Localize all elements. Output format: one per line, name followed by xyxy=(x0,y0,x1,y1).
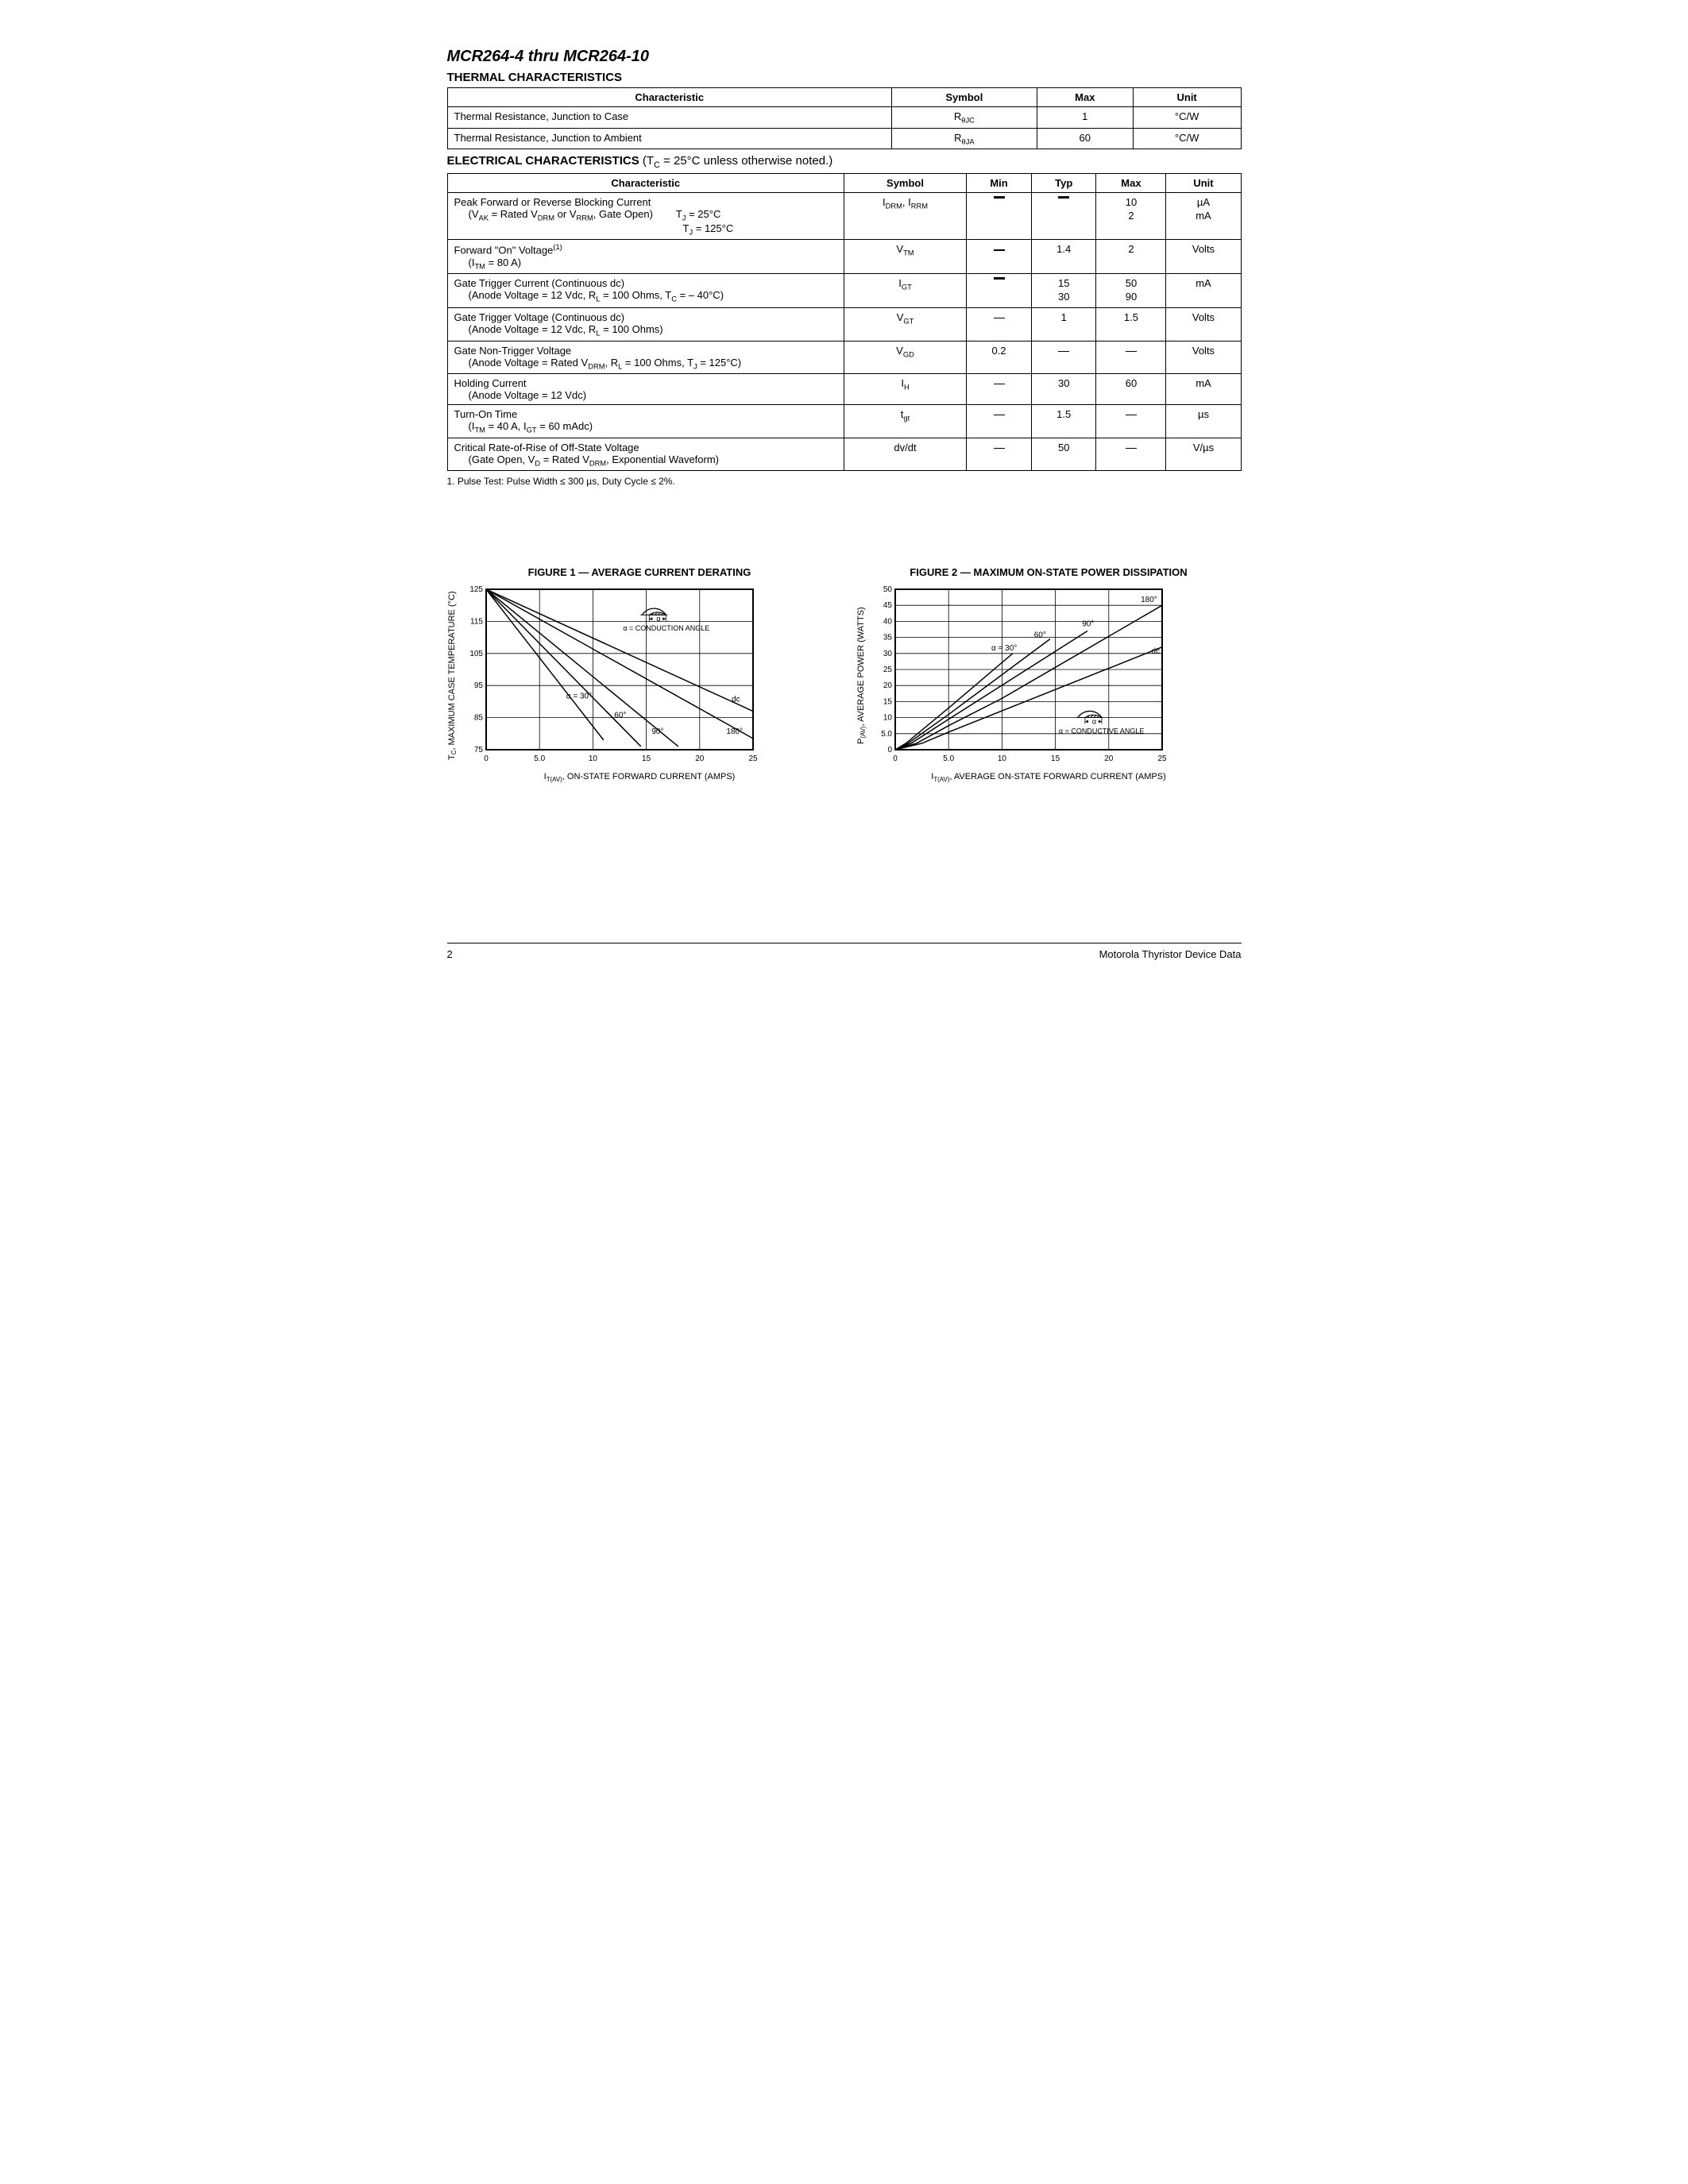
svg-text:10: 10 xyxy=(998,754,1007,763)
svg-text:10: 10 xyxy=(589,754,598,763)
svg-text:35: 35 xyxy=(883,634,893,642)
svg-text:25: 25 xyxy=(1157,754,1167,763)
svg-text:90°: 90° xyxy=(651,727,663,736)
svg-text:α: α xyxy=(1092,718,1096,726)
svg-text:10: 10 xyxy=(883,714,893,723)
svg-text:85: 85 xyxy=(474,714,484,723)
svg-text:90°: 90° xyxy=(1082,620,1094,629)
svg-text:α = CONDUCTION ANGLE: α = CONDUCTION ANGLE xyxy=(623,625,709,633)
svg-text:60°: 60° xyxy=(614,712,626,720)
svg-text:20: 20 xyxy=(1104,754,1114,763)
page-footer: 2 Motorola Thyristor Device Data xyxy=(447,943,1242,960)
svg-text:20: 20 xyxy=(695,754,705,763)
svg-text:20: 20 xyxy=(883,682,893,691)
svg-text:60°: 60° xyxy=(1033,631,1045,640)
svg-text:α = CONDUCTIVE ANGLE: α = CONDUCTIVE ANGLE xyxy=(1059,727,1144,735)
svg-text:75: 75 xyxy=(474,746,484,754)
svg-text:15: 15 xyxy=(642,754,651,763)
figure2-ylabel: P(AV), AVERAGE POWER (WATTS) xyxy=(856,585,867,767)
figure1-xlabel: IT(AV), ON-STATE FORWARD CURRENT (AMPS) xyxy=(447,772,832,783)
electrical-table: CharacteristicSymbolMinTypMaxUnitPeak Fo… xyxy=(447,173,1242,471)
svg-text:95: 95 xyxy=(474,682,484,691)
thermal-table: CharacteristicSymbolMaxUnitThermal Resis… xyxy=(447,87,1242,149)
footnote: 1. Pulse Test: Pulse Width ≤ 300 µs, Dut… xyxy=(447,476,1242,487)
svg-text:125: 125 xyxy=(469,585,483,594)
svg-text:105: 105 xyxy=(469,650,483,658)
figure1-chart: 05.010152025758595105115125α = 30°60°90°… xyxy=(458,585,759,767)
svg-text:180°: 180° xyxy=(726,727,743,736)
svg-text:180°: 180° xyxy=(1141,596,1157,605)
figure-2: FIGURE 2 — MAXIMUM ON-STATE POWER DISSIP… xyxy=(856,566,1242,783)
figure-1: FIGURE 1 — AVERAGE CURRENT DERATING TC, … xyxy=(447,566,832,783)
svg-text:α: α xyxy=(656,615,660,623)
svg-text:0: 0 xyxy=(887,746,892,754)
svg-text:15: 15 xyxy=(883,698,893,707)
electrical-title: ELECTRICAL CHARACTERISTICS (TC = 25°C un… xyxy=(447,154,1242,170)
part-title: MCR264-4 thru MCR264-10 xyxy=(447,48,1242,66)
figure1-title: FIGURE 1 — AVERAGE CURRENT DERATING xyxy=(447,566,832,578)
figure1-ylabel: TC, MAXIMUM CASE TEMPERATURE (°C) xyxy=(447,585,458,767)
figure2-title: FIGURE 2 — MAXIMUM ON-STATE POWER DISSIP… xyxy=(856,566,1242,578)
svg-text:50: 50 xyxy=(883,585,893,594)
svg-text:0: 0 xyxy=(484,754,489,763)
svg-text:15: 15 xyxy=(1051,754,1060,763)
svg-text:30: 30 xyxy=(883,650,893,658)
svg-text:5.0: 5.0 xyxy=(534,754,545,763)
figure2-xlabel: IT(AV), AVERAGE ON-STATE FORWARD CURRENT… xyxy=(856,772,1242,783)
svg-text:115: 115 xyxy=(470,618,483,627)
svg-text:5.0: 5.0 xyxy=(881,730,892,739)
svg-text:0: 0 xyxy=(893,754,898,763)
svg-text:45: 45 xyxy=(883,602,893,611)
svg-text:dc: dc xyxy=(1151,647,1160,656)
svg-text:25: 25 xyxy=(748,754,758,763)
svg-text:5.0: 5.0 xyxy=(943,754,954,763)
svg-text:α = 30°: α = 30° xyxy=(991,644,1017,653)
page-number: 2 xyxy=(447,948,453,960)
footer-source: Motorola Thyristor Device Data xyxy=(1099,948,1242,960)
thermal-title: THERMAL CHARACTERISTICS xyxy=(447,71,1242,84)
figure2-chart: 0 5.0 10 15 20 25 0 5.0 10 15 20 25 30 35 40 45 50 α = 30… xyxy=(867,585,1168,767)
svg-text:40: 40 xyxy=(883,618,893,627)
svg-text:dc: dc xyxy=(732,696,740,704)
svg-text:25: 25 xyxy=(883,666,893,674)
